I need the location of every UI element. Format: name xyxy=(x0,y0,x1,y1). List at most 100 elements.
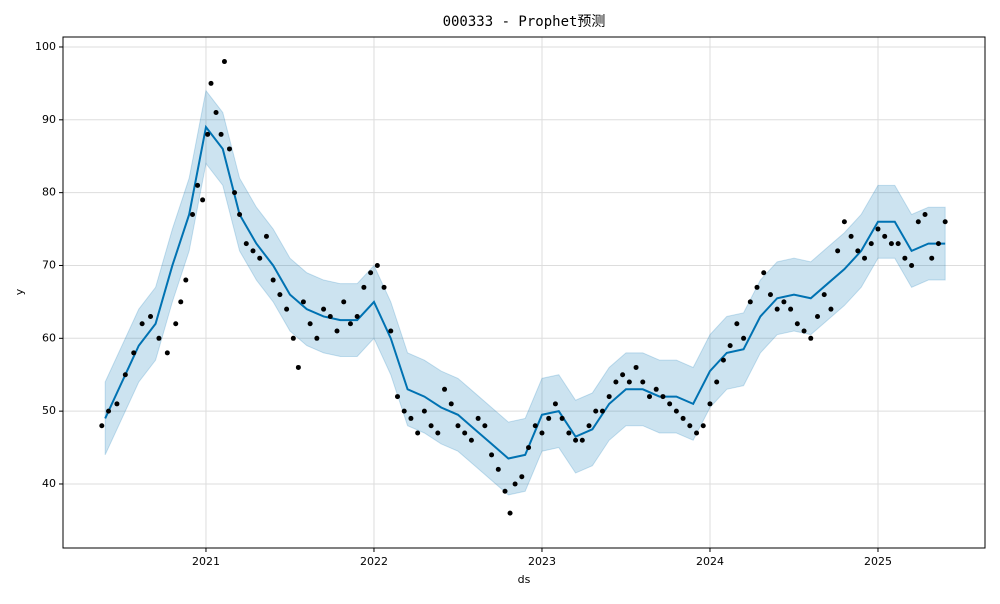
observed-point xyxy=(122,372,128,378)
observed-point xyxy=(183,277,189,283)
observed-point xyxy=(208,80,214,86)
observed-point xyxy=(552,401,558,407)
observed-point xyxy=(221,59,227,65)
observed-point xyxy=(915,219,921,225)
plot-frame xyxy=(62,36,986,549)
y-tick-label: 80 xyxy=(42,186,56,199)
observed-point xyxy=(415,430,421,436)
observed-point xyxy=(593,408,599,414)
observed-point xyxy=(606,394,612,400)
y-axis-label: y xyxy=(13,288,26,295)
uncertainty-band xyxy=(104,89,946,496)
observed-point xyxy=(327,313,333,319)
observed-point xyxy=(774,306,780,312)
observed-point xyxy=(781,299,787,305)
observed-point xyxy=(741,335,747,341)
observed-point xyxy=(767,292,773,298)
observed-point xyxy=(131,350,137,356)
observed-point xyxy=(114,401,120,407)
observed-point xyxy=(462,430,468,436)
observed-point xyxy=(546,415,552,421)
observed-point xyxy=(667,401,673,407)
observed-point xyxy=(626,379,632,385)
observed-point xyxy=(646,394,652,400)
observed-point xyxy=(875,226,881,232)
observed-point xyxy=(482,423,488,429)
observed-point xyxy=(747,299,753,305)
observed-point xyxy=(512,481,518,487)
observed-point xyxy=(421,408,427,414)
observed-point xyxy=(640,379,646,385)
y-tick-label: 40 xyxy=(42,477,56,490)
observed-point xyxy=(314,335,320,341)
observed-point xyxy=(727,343,733,349)
forecast-line xyxy=(104,124,946,460)
observed-point xyxy=(868,241,874,247)
observed-point xyxy=(714,379,720,385)
x-tick-label: 2025 xyxy=(864,555,892,568)
observed-point xyxy=(559,415,565,421)
observed-point xyxy=(680,415,686,421)
observed-point xyxy=(815,313,821,319)
observed-point xyxy=(156,335,162,341)
observed-point xyxy=(448,401,454,407)
observed-point xyxy=(374,262,380,268)
observed-point xyxy=(277,292,283,298)
x-tick-label: 2022 xyxy=(360,555,388,568)
observed-point xyxy=(620,372,626,378)
observed-point xyxy=(300,299,306,305)
observed-point xyxy=(270,277,276,283)
observed-point xyxy=(882,233,888,239)
observed-point xyxy=(368,270,374,276)
observed-point xyxy=(801,328,807,334)
observed-point xyxy=(173,321,179,327)
observed-point xyxy=(579,437,585,443)
x-tick-label: 2023 xyxy=(528,555,556,568)
observed-point xyxy=(307,321,313,327)
observed-point xyxy=(586,423,592,429)
observed-point xyxy=(862,255,868,261)
observed-point xyxy=(922,211,928,217)
observed-point xyxy=(381,284,387,290)
observed-point xyxy=(468,437,474,443)
observed-point xyxy=(942,219,948,225)
observed-point xyxy=(660,394,666,400)
observed-point xyxy=(388,328,394,334)
observed-point xyxy=(835,248,841,254)
observed-point xyxy=(895,241,901,247)
observed-point xyxy=(902,255,908,261)
observed-point xyxy=(707,401,713,407)
observed-point xyxy=(573,437,579,443)
observed-point xyxy=(428,423,434,429)
observed-point xyxy=(195,182,201,188)
observed-point xyxy=(489,452,495,458)
observed-point xyxy=(700,423,706,429)
observed-point xyxy=(935,241,941,247)
observed-point xyxy=(613,379,619,385)
observed-point xyxy=(694,430,700,436)
observed-point xyxy=(754,284,760,290)
observed-point xyxy=(232,190,238,196)
observed-point xyxy=(855,248,861,254)
observed-point xyxy=(148,313,154,319)
observed-point xyxy=(502,488,508,494)
observed-point xyxy=(720,357,726,363)
y-tick-label: 90 xyxy=(42,113,56,126)
observed-point xyxy=(519,474,525,480)
observed-point xyxy=(599,408,605,414)
observed-point xyxy=(653,386,659,392)
observed-point xyxy=(347,321,353,327)
observed-point xyxy=(295,364,301,370)
observed-point xyxy=(243,241,249,247)
observed-point xyxy=(633,364,639,370)
y-tick-label: 50 xyxy=(42,404,56,417)
observed-point xyxy=(226,146,232,152)
observed-point xyxy=(321,306,327,312)
observed-point xyxy=(284,306,290,312)
observed-point xyxy=(237,211,243,217)
observed-point xyxy=(435,430,441,436)
observed-point xyxy=(164,350,170,356)
y-tick-label: 100 xyxy=(35,40,56,53)
observed-point xyxy=(828,306,834,312)
